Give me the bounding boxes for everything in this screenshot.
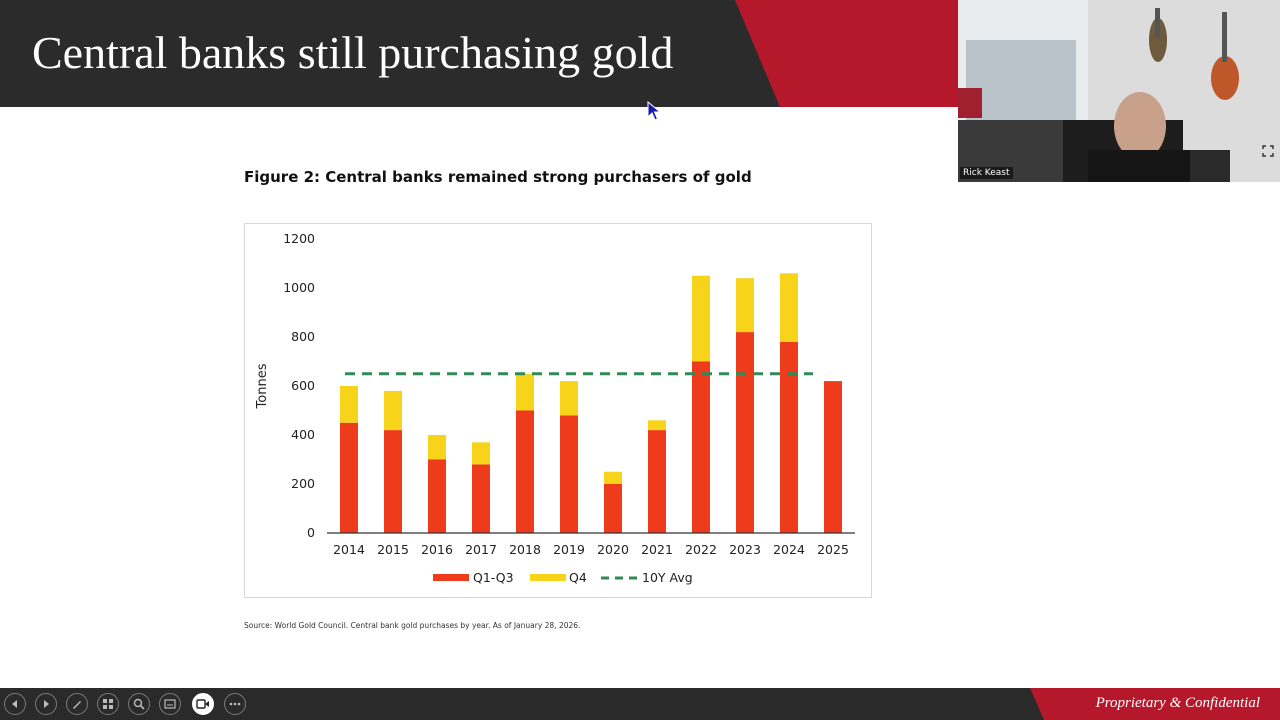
legend-swatch-q1-q3: [433, 574, 469, 581]
webcam-feed: Rick Keast: [958, 0, 1280, 182]
all-slides-button[interactable]: [97, 693, 119, 715]
legend-label-q1-q3: Q1-Q3: [473, 570, 514, 585]
footer-accent-shape: [1030, 688, 1280, 720]
bar-q4-2017: [472, 442, 490, 465]
bar-q1-q3-2018: [516, 410, 534, 533]
chart-container: 0 200 400 600 800 1000 1200 Tonnes 2014 2015 2016 2…: [244, 223, 872, 598]
x-tick-label: 2019: [553, 542, 585, 557]
legend-label-q4: Q4: [569, 570, 587, 585]
subtitles-button[interactable]: [159, 693, 181, 715]
y-tick-label: 1000: [283, 280, 315, 295]
y-axis-label: Tonnes: [255, 363, 270, 409]
grid-icon: [103, 699, 113, 709]
bar-q1-q3-2021: [648, 430, 666, 533]
legend-swatch-q4: [530, 574, 566, 581]
pen-tool-button[interactable]: [66, 693, 88, 715]
footer-confidential: Proprietary & Confidential: [1095, 695, 1260, 711]
x-tick-label: 2021: [641, 542, 673, 557]
mouse-pointer-icon: [647, 101, 661, 121]
bar-q1-q3-2016: [428, 459, 446, 533]
bar-q1-q3-2024: [780, 341, 798, 533]
zoom-button[interactable]: [128, 693, 150, 715]
expand-icon[interactable]: [1262, 145, 1274, 157]
bar-q4-2020: [604, 471, 622, 484]
x-tick-label: 2015: [377, 542, 409, 557]
bar-q1-q3-2022: [692, 361, 710, 533]
bar-q1-q3-2025: [824, 381, 842, 533]
x-tick-label: 2018: [509, 542, 541, 557]
x-tick-label: 2025: [817, 542, 849, 557]
y-tick-label: 200: [291, 476, 315, 491]
y-tick-label: 400: [291, 427, 315, 442]
bar-q4-2021: [648, 420, 666, 431]
y-tick-label: 1200: [283, 231, 315, 246]
figure-title: Figure 2: Central banks remained strong …: [244, 168, 752, 186]
bar-q4-2019: [560, 381, 578, 416]
chevron-right-icon: [44, 700, 49, 708]
previous-slide-button[interactable]: [4, 693, 26, 715]
x-tick-label: 2014: [333, 542, 365, 557]
slideshow-toolbar: Proprietary & Confidential: [0, 688, 1280, 720]
header-accent-shape: [735, 0, 958, 107]
pen-icon: [73, 701, 81, 709]
participant-name-label: Rick Keast: [960, 167, 1013, 179]
bar-q4-2018: [516, 373, 534, 411]
ellipsis-icon: [229, 702, 241, 706]
bar-q4-2023: [736, 278, 754, 333]
bar-q1-q3-2014: [340, 422, 358, 533]
y-tick-label: 0: [307, 525, 315, 540]
chevron-left-icon: [12, 700, 17, 708]
camera-icon: [196, 699, 209, 709]
slide-header: Central banks still purchasing gold: [0, 0, 958, 107]
x-tick-label: 2023: [729, 542, 761, 557]
x-tick-label: 2022: [685, 542, 717, 557]
camera-button[interactable]: [192, 693, 214, 715]
next-slide-button[interactable]: [35, 693, 57, 715]
screen-icon: [164, 699, 176, 709]
bar-q1-q3-2017: [472, 464, 490, 533]
bar-q4-2022: [692, 275, 710, 362]
bar-q4-2016: [428, 435, 446, 460]
source-note: Source: World Gold Council. Central bank…: [244, 621, 581, 630]
x-tick-label: 2017: [465, 542, 497, 557]
bar-q1-q3-2020: [604, 484, 622, 533]
bar-q4-2014: [340, 386, 358, 423]
legend-label-10y-avg: 10Y Avg: [642, 570, 693, 585]
slide-title: Central banks still purchasing gold: [32, 27, 674, 78]
bar-q1-q3-2019: [560, 415, 578, 533]
bar-q1-q3-2015: [384, 430, 402, 533]
magnifier-icon: [133, 698, 145, 710]
y-tick-label: 800: [291, 329, 315, 344]
more-options-button[interactable]: [224, 693, 246, 715]
y-tick-label: 600: [291, 378, 315, 393]
presenter-video: [958, 0, 1280, 182]
x-tick-label: 2024: [773, 542, 805, 557]
x-tick-label: 2016: [421, 542, 453, 557]
bar-q4-2015: [384, 390, 402, 431]
bar-q1-q3-2023: [736, 332, 754, 533]
stacked-bar-chart: 0 200 400 600 800 1000 1200 Tonnes 2014 2015 2016 2…: [255, 231, 855, 585]
x-tick-label: 2020: [597, 542, 629, 557]
bar-q4-2024: [780, 273, 798, 342]
